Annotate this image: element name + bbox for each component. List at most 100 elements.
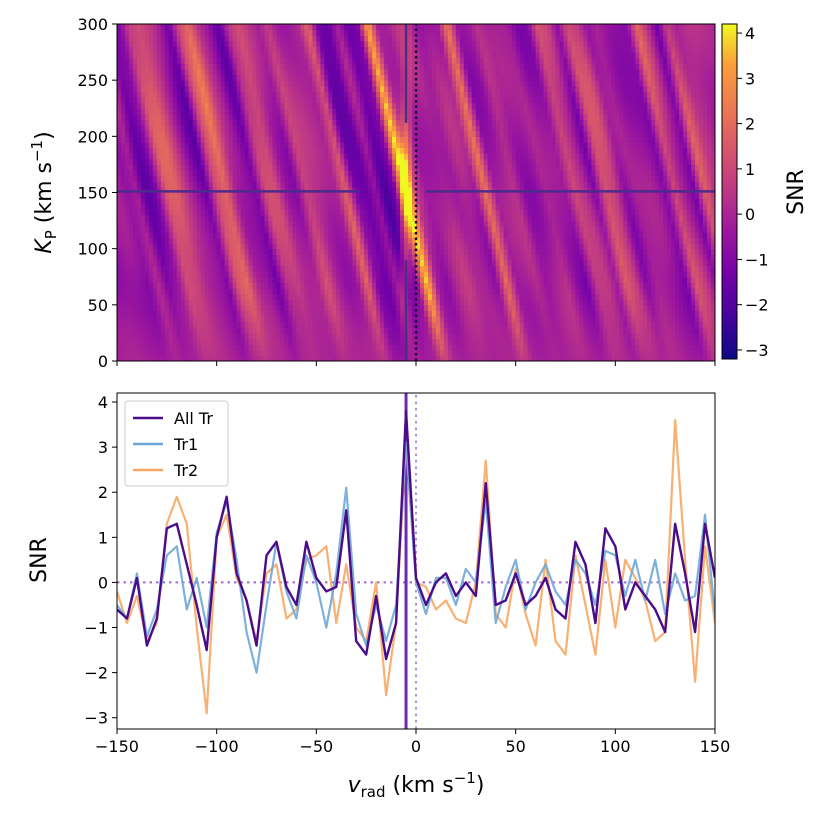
heatmap-cell bbox=[240, 332, 246, 340]
heatmap-cell bbox=[148, 192, 154, 199]
heatmap-cell bbox=[591, 282, 596, 289]
heatmap-cell bbox=[276, 276, 282, 283]
heatmap-cell bbox=[216, 349, 222, 356]
heatmap-cell bbox=[212, 304, 218, 312]
heatmap-cell bbox=[124, 231, 130, 239]
heatmap-cell bbox=[296, 192, 301, 199]
heatmap-cell bbox=[344, 198, 349, 205]
heatmap-cell bbox=[635, 344, 640, 351]
heatmap-cell bbox=[547, 220, 553, 227]
heatmap-cell bbox=[188, 293, 194, 300]
heatmap-cell bbox=[675, 248, 680, 255]
heatmap-cell bbox=[483, 237, 489, 244]
heatmap-cell bbox=[184, 237, 190, 244]
heatmap-cell bbox=[396, 332, 401, 340]
heatmap-cell bbox=[200, 349, 206, 356]
heatmap-cell bbox=[543, 276, 549, 283]
heatmap-cell bbox=[364, 304, 369, 312]
heatmap-cell bbox=[463, 203, 469, 210]
heatmap-cell bbox=[679, 265, 684, 272]
heatmap-cell bbox=[443, 310, 449, 317]
heatmap-cell bbox=[515, 259, 521, 267]
heatmap-cell bbox=[156, 254, 162, 261]
heatmap-cell bbox=[591, 231, 596, 239]
heatmap-cell bbox=[427, 181, 433, 188]
heatmap-cell bbox=[392, 332, 397, 340]
heatmap-cell bbox=[352, 271, 357, 278]
heatmap-cell bbox=[120, 287, 126, 295]
heatmap-cell bbox=[252, 316, 258, 323]
heatmap-cell bbox=[384, 304, 389, 312]
heatmap-cell bbox=[220, 304, 226, 312]
heatmap-cell bbox=[248, 254, 254, 261]
heatmap-cell bbox=[324, 293, 329, 300]
heatmap-cell bbox=[276, 259, 282, 267]
heatmap-cell bbox=[539, 327, 545, 334]
heatmap-cell bbox=[212, 271, 218, 278]
heatmap-cell bbox=[212, 310, 218, 317]
heatmap-cell bbox=[232, 299, 238, 306]
heatmap-cell bbox=[344, 248, 349, 255]
heatmap-cell bbox=[559, 332, 565, 340]
heatmap-cell bbox=[495, 192, 501, 199]
heatmap-cell bbox=[623, 209, 628, 216]
heatmap-cell bbox=[531, 321, 537, 328]
heatmap-cell bbox=[144, 259, 150, 267]
heatmap-cell bbox=[408, 198, 413, 205]
heatmap-cell bbox=[683, 203, 688, 210]
heatmap-cell bbox=[204, 304, 210, 312]
heatmap-cell bbox=[663, 237, 668, 244]
heatmap-cell bbox=[707, 209, 712, 216]
heatmap-cell bbox=[136, 310, 142, 317]
heatmap-cell bbox=[627, 209, 632, 216]
heatmap-cell bbox=[683, 220, 688, 227]
heatmap-cell bbox=[567, 203, 573, 210]
heatmap-cell bbox=[607, 231, 612, 239]
heatmap-cell bbox=[252, 287, 258, 295]
heatmap-cell bbox=[117, 282, 122, 289]
heatmap-cell bbox=[360, 276, 365, 283]
heatmap-cell bbox=[627, 231, 632, 239]
heatmap-cell bbox=[236, 170, 242, 177]
heatmap-cell bbox=[128, 299, 134, 306]
heatmap-cell bbox=[679, 192, 684, 199]
heatmap-cell bbox=[368, 338, 373, 345]
heatmap-cell bbox=[284, 231, 290, 239]
heatmap-cell bbox=[196, 175, 202, 182]
heatmap-cell bbox=[400, 316, 405, 323]
heatmap-cell bbox=[639, 175, 644, 182]
heatmap-cell bbox=[471, 254, 477, 261]
heatmap-cell bbox=[495, 299, 501, 306]
heatmap-cell bbox=[703, 248, 708, 255]
heatmap-cell bbox=[571, 293, 577, 300]
heatmap-cell bbox=[691, 192, 696, 199]
heatmap-cell bbox=[392, 226, 397, 233]
heatmap-cell bbox=[348, 192, 353, 199]
heatmap-cell bbox=[396, 248, 401, 255]
heatmap-cell bbox=[296, 203, 301, 210]
heatmap-cell bbox=[435, 243, 441, 250]
heatmap-cell bbox=[216, 226, 222, 233]
heatmap-cell bbox=[324, 237, 329, 244]
heatmap-cell bbox=[539, 344, 545, 351]
heatmap-cell bbox=[300, 170, 305, 177]
heatmap-cell bbox=[611, 316, 616, 323]
heatmap-cell bbox=[547, 203, 553, 210]
heatmap-cell bbox=[459, 321, 465, 328]
heatmap-cell bbox=[348, 243, 353, 250]
heatmap-cell bbox=[491, 287, 497, 295]
heatmap-cell bbox=[312, 181, 317, 188]
heatmap-cell bbox=[340, 349, 345, 356]
heatmap-cell bbox=[260, 237, 266, 244]
heatmap-cell bbox=[244, 214, 250, 222]
heatmap-cell bbox=[479, 192, 485, 199]
heatmap-cell bbox=[567, 293, 573, 300]
heatmap-cell bbox=[451, 287, 457, 295]
heatmap-cell bbox=[551, 214, 557, 222]
heatmap-cell bbox=[356, 226, 361, 233]
heatmap-cell bbox=[527, 327, 533, 334]
heatmap-cell bbox=[356, 349, 361, 356]
heatmap-cell bbox=[519, 192, 525, 199]
heatmap-cell bbox=[615, 349, 620, 356]
heatmap-cell bbox=[667, 220, 672, 227]
